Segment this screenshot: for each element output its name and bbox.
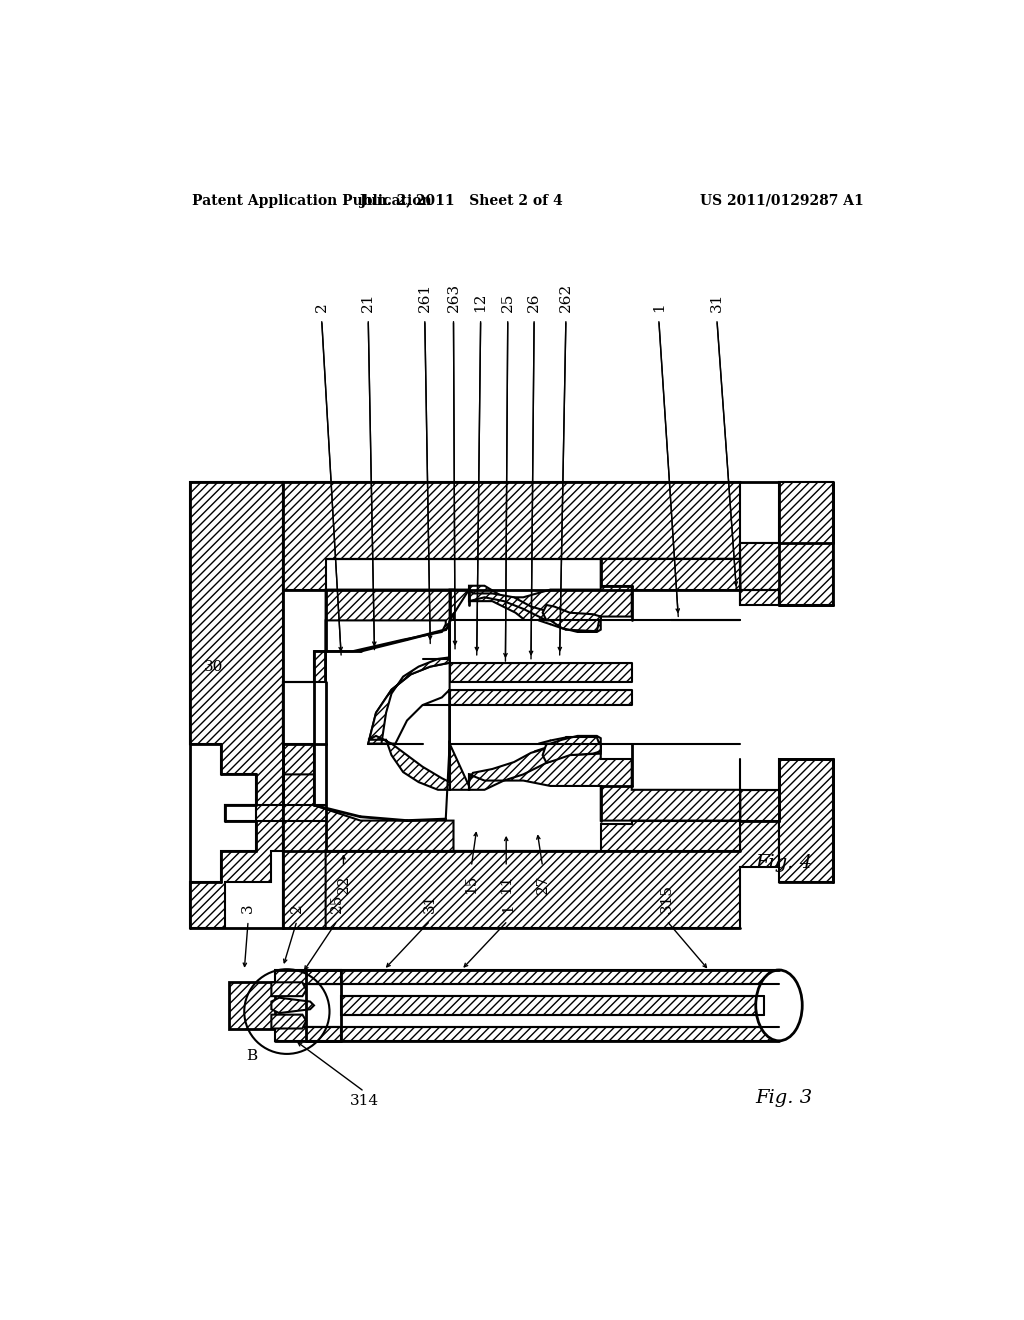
Text: 2: 2 <box>314 302 329 313</box>
Text: 1: 1 <box>652 302 666 313</box>
Polygon shape <box>271 982 306 997</box>
Text: 31: 31 <box>710 293 724 313</box>
Polygon shape <box>469 743 601 781</box>
Text: 1: 1 <box>501 903 515 913</box>
Polygon shape <box>543 737 601 763</box>
Text: 315: 315 <box>659 884 674 913</box>
Text: US 2011/0129287 A1: US 2011/0129287 A1 <box>700 194 864 207</box>
Polygon shape <box>469 590 601 630</box>
Text: 25: 25 <box>501 293 515 313</box>
Polygon shape <box>275 1027 341 1040</box>
Polygon shape <box>306 970 779 983</box>
Polygon shape <box>275 970 341 983</box>
Polygon shape <box>326 821 740 851</box>
Polygon shape <box>228 982 275 1028</box>
Polygon shape <box>740 482 834 605</box>
Polygon shape <box>450 689 632 705</box>
Polygon shape <box>450 682 740 689</box>
Text: 12: 12 <box>474 293 487 313</box>
Polygon shape <box>190 482 314 928</box>
Polygon shape <box>450 705 740 743</box>
Text: Jun. 2, 2011   Sheet 2 of 4: Jun. 2, 2011 Sheet 2 of 4 <box>359 194 562 207</box>
Text: 2: 2 <box>290 903 304 913</box>
Polygon shape <box>283 482 779 605</box>
Text: 27: 27 <box>536 874 550 894</box>
Text: B: B <box>247 1048 258 1063</box>
Polygon shape <box>543 605 601 632</box>
Text: 262: 262 <box>559 284 572 313</box>
Text: 3: 3 <box>241 903 255 913</box>
Text: 314: 314 <box>350 1094 379 1107</box>
Polygon shape <box>450 558 740 632</box>
Text: 11: 11 <box>500 874 513 894</box>
Polygon shape <box>369 620 450 743</box>
Polygon shape <box>271 1015 306 1028</box>
Text: 21: 21 <box>361 293 375 313</box>
Text: 15: 15 <box>464 874 478 894</box>
Ellipse shape <box>756 970 802 1040</box>
Polygon shape <box>225 805 256 821</box>
Polygon shape <box>283 775 454 928</box>
Polygon shape <box>779 605 834 759</box>
Polygon shape <box>450 743 740 821</box>
Text: 261: 261 <box>418 284 432 313</box>
Text: 31: 31 <box>423 894 437 913</box>
Polygon shape <box>326 620 445 682</box>
Text: Fig. 4: Fig. 4 <box>756 854 813 873</box>
Text: 30: 30 <box>204 660 223 673</box>
Polygon shape <box>306 1027 779 1040</box>
Polygon shape <box>341 997 764 1015</box>
Text: 22: 22 <box>337 874 350 894</box>
Text: 26: 26 <box>527 293 541 313</box>
Polygon shape <box>271 998 314 1014</box>
Text: Patent Application Publication: Patent Application Publication <box>191 194 431 207</box>
Polygon shape <box>369 624 450 743</box>
Polygon shape <box>326 558 740 590</box>
Polygon shape <box>369 737 450 789</box>
Polygon shape <box>740 759 834 882</box>
Polygon shape <box>450 620 740 743</box>
Polygon shape <box>283 805 779 928</box>
Polygon shape <box>283 590 454 743</box>
Polygon shape <box>450 663 632 682</box>
Text: Fig. 3: Fig. 3 <box>756 1089 813 1106</box>
Text: 263: 263 <box>446 284 461 313</box>
Text: 25: 25 <box>331 894 344 913</box>
Polygon shape <box>450 620 740 663</box>
